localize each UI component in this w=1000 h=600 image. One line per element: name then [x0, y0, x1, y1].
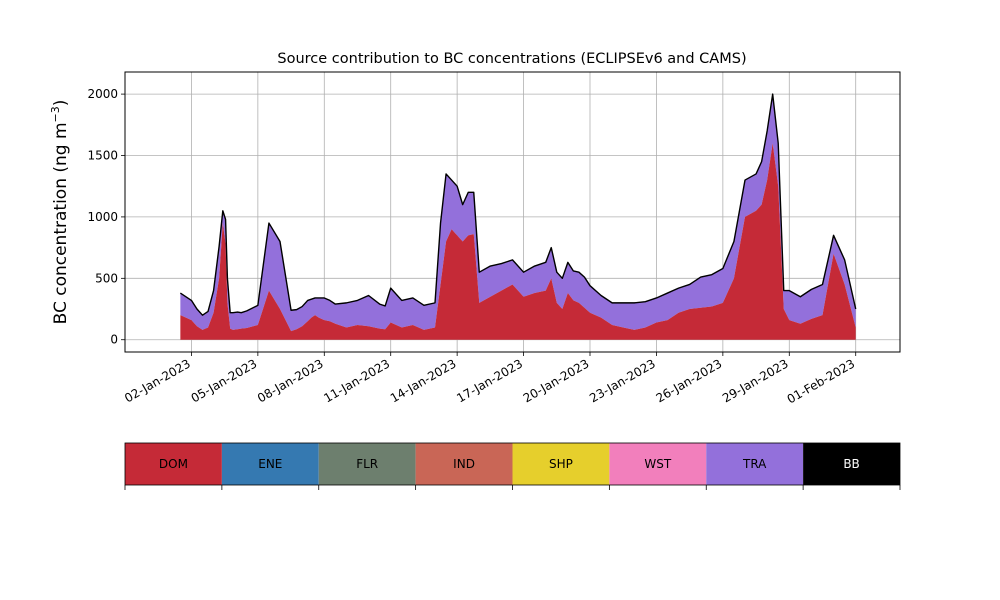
- legend-swatch-bb: [803, 443, 900, 485]
- legend-swatch-flr: [318, 443, 416, 485]
- total-line: [179, 93, 857, 316]
- y-axis-label-main: BC concentration (ng m: [51, 122, 71, 324]
- y-tick-label: 1500: [87, 149, 118, 163]
- y-axis-label-close: ): [51, 100, 71, 107]
- dom-area: [180, 143, 856, 340]
- legend-label-dom: DOM: [159, 457, 188, 471]
- plot-frame: [124, 71, 901, 353]
- y-tick-label: 1000: [87, 210, 118, 224]
- legend-label-tra: TRA: [742, 457, 767, 471]
- chart-title: Source contribution to BC concentrations…: [277, 51, 746, 67]
- legend-label-bb: BB: [843, 457, 859, 471]
- legend-swatch-ene: [221, 443, 319, 485]
- y-axis-label: BC concentration (ng m−3): [49, 100, 71, 325]
- y-tick-label: 0: [110, 333, 118, 347]
- stacked-areas: [180, 94, 856, 340]
- legend-swatch-dom: [125, 443, 222, 485]
- legend-label-wst: WST: [644, 457, 671, 471]
- legend-label-flr: FLR: [356, 457, 378, 471]
- total-line-layer: [179, 93, 857, 316]
- legend-label-shp: SHP: [549, 457, 573, 471]
- legend-swatch-wst: [609, 443, 707, 485]
- legend-swatch-shp: [512, 443, 610, 485]
- legend-label-ene: ENE: [258, 457, 282, 471]
- y-tick-label: 500: [95, 271, 118, 285]
- y-axis-label-superscript: −3: [49, 106, 62, 122]
- legend-swatch-tra: [706, 443, 804, 485]
- y-axis: 0 500 1000 1500 2000: [87, 87, 125, 347]
- y-tick-label: 2000: [87, 87, 118, 101]
- tra-area: [180, 94, 856, 332]
- legend-swatch-ind: [415, 443, 513, 485]
- legend-colorbar: DOM ENE FLR IND SHP WST TRA BB: [124, 442, 901, 490]
- legend-label-ind: IND: [453, 457, 475, 471]
